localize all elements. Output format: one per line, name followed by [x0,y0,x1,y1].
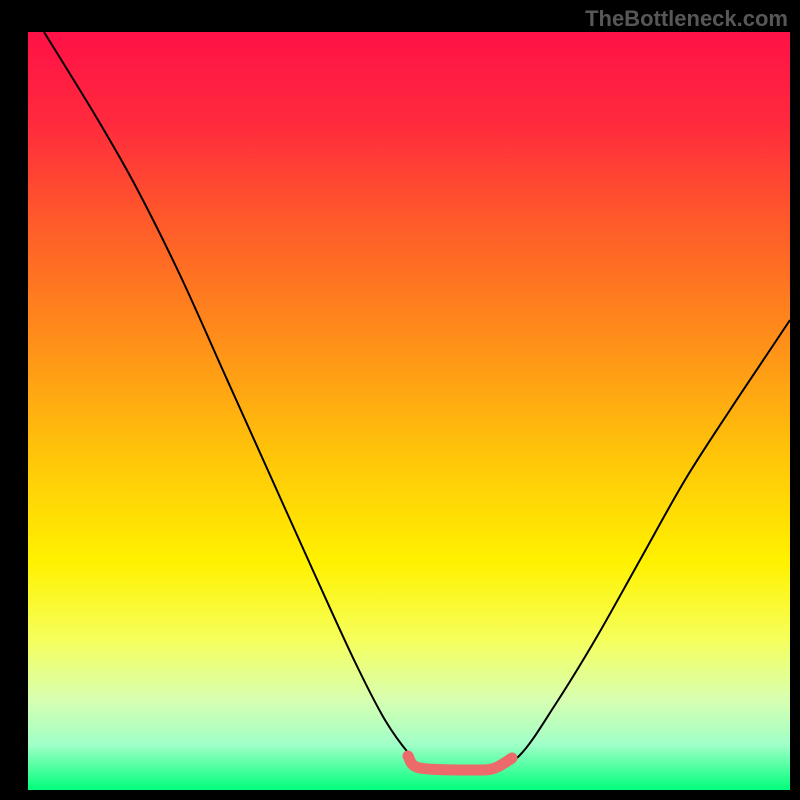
plot-area [28,32,790,790]
bottleneck-chart [0,0,800,800]
watermark-text: TheBottleneck.com [585,6,788,32]
chart-container: TheBottleneck.com [0,0,800,800]
